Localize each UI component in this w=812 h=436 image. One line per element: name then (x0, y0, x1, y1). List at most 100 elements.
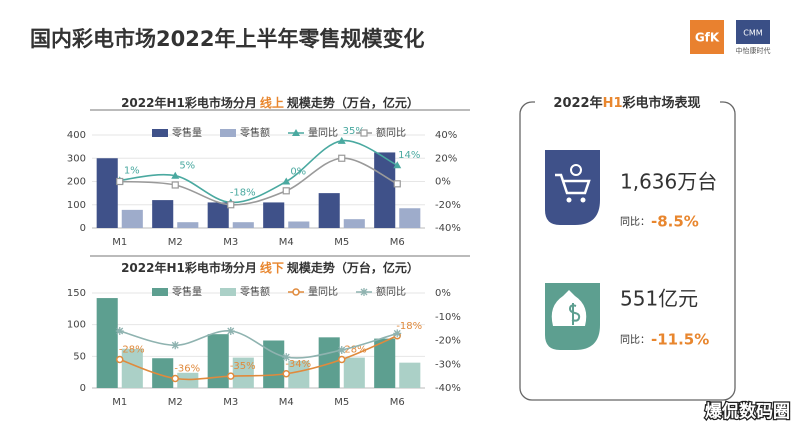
data-label: 0% (290, 167, 306, 178)
line-point (393, 161, 402, 169)
line-point (282, 353, 291, 362)
x-tick-label: M5 (334, 397, 349, 408)
bar (96, 158, 118, 228)
kpi-yoy-label: 同比： (620, 334, 650, 346)
kpi-yoy: -8.5% (651, 213, 699, 231)
money-sign (568, 303, 581, 325)
charts: 2022年H1彩电市场分月 线上 规模走势（万台，亿元）0100200300400-… (67, 95, 470, 408)
cart-wheel (566, 197, 572, 203)
legend-marker (220, 129, 236, 137)
bar (263, 202, 285, 228)
x-tick-label: M2 (168, 397, 183, 408)
kpi-value: 1,636万台 (620, 170, 717, 194)
legend-point (292, 129, 300, 136)
bar (96, 298, 118, 388)
line-point (226, 327, 235, 335)
x-tick-label: M1 (112, 397, 127, 408)
y2-tick-label: 0% (435, 288, 451, 299)
legend-label: 零售量 (172, 285, 202, 298)
data-label: -35% (230, 361, 256, 372)
y-tick-label: 300 (67, 153, 86, 164)
x-tick-label: M6 (390, 397, 405, 408)
cart-icon (555, 173, 591, 195)
line-point (116, 177, 124, 186)
chart-title: 2022年H1彩电市场分月 线下 规模走势（万台，亿元） (121, 260, 419, 275)
y2-tick-label: -10% (435, 312, 461, 323)
y2-tick-label: 0% (435, 177, 451, 188)
line-point (116, 355, 124, 364)
panel-title-part: H1 (603, 96, 623, 111)
chart-title-part: 线上 (260, 95, 284, 110)
y2-tick-label: -30% (435, 359, 461, 370)
y2-tick-label: 20% (435, 153, 457, 164)
bar (374, 338, 396, 388)
legend-marker (220, 288, 236, 296)
bar (121, 348, 143, 388)
y-tick-label: 150 (67, 288, 86, 299)
data-label: -18% (396, 321, 422, 332)
chart-title: 2022年H1彩电市场分月 线上 规模走势（万台，亿元） (121, 95, 419, 110)
legend-point (360, 288, 368, 296)
line-point (282, 187, 290, 195)
data-label: -28% (341, 345, 367, 356)
legend-marker (152, 288, 168, 296)
legend-label: 量同比 (308, 286, 338, 298)
cmm-logo (736, 20, 770, 44)
bar (121, 209, 143, 228)
legend-label: 额同比 (376, 126, 406, 139)
line-point (115, 327, 124, 335)
kpi-yoy-label: 同比： (620, 216, 650, 228)
chart-title-part: 2022年H1彩电市场分月 (121, 95, 257, 110)
x-tick-label: M5 (334, 237, 349, 248)
y-tick-label: 200 (67, 177, 86, 188)
data-label: -28% (119, 345, 145, 356)
line-point (337, 346, 346, 354)
bar (177, 372, 199, 388)
line (119, 335, 398, 381)
x-tick-label: M3 (223, 397, 238, 408)
line-point (338, 154, 346, 162)
line-point (227, 372, 235, 380)
legend-label: 零售额 (240, 126, 270, 139)
legend-label: 额同比 (376, 285, 406, 298)
bar (232, 357, 254, 388)
watermark: 爆侃数码圈 (705, 401, 790, 422)
line-point (171, 341, 180, 350)
x-tick-label: M4 (279, 237, 294, 248)
slide-title: 国内彩电市场2022年上半年零售规模变化 (30, 27, 424, 51)
line-point (338, 355, 346, 364)
data-label: 1% (124, 165, 140, 176)
chart-title-part: 规模走势（万台，亿元） (287, 260, 419, 275)
gfk-logo (690, 20, 724, 54)
legend-label: 量同比 (308, 127, 338, 139)
y2-tick-label: -20% (435, 336, 461, 347)
chart-title-part: 线下 (260, 260, 284, 275)
gfk-text: GfK (695, 31, 720, 45)
bar (318, 337, 340, 388)
bar (232, 222, 254, 228)
bar (343, 219, 365, 228)
data-label: 14% (398, 150, 420, 161)
panel-title: 2022年H1彩电市场表现 (553, 95, 700, 111)
bar (374, 152, 396, 228)
y-tick-label: 50 (73, 351, 86, 362)
data-label: -36% (174, 364, 200, 375)
legend-label: 零售额 (240, 285, 270, 298)
panel-title-part: 2022年 (553, 95, 602, 111)
legend-point (292, 288, 300, 296)
bar (177, 222, 199, 228)
bar (399, 208, 421, 228)
line-point (337, 136, 346, 144)
data-label: 35% (343, 126, 365, 137)
x-tick-label: M2 (168, 237, 183, 248)
bar (207, 334, 229, 388)
line-point (171, 181, 179, 189)
line-point (393, 180, 401, 188)
money-bag (551, 290, 587, 326)
cart-wheel (580, 197, 586, 203)
bar (207, 202, 229, 228)
bar (288, 360, 310, 388)
cmm-name: 中怡康时代 (736, 46, 771, 55)
y-tick-label: 100 (67, 200, 86, 211)
